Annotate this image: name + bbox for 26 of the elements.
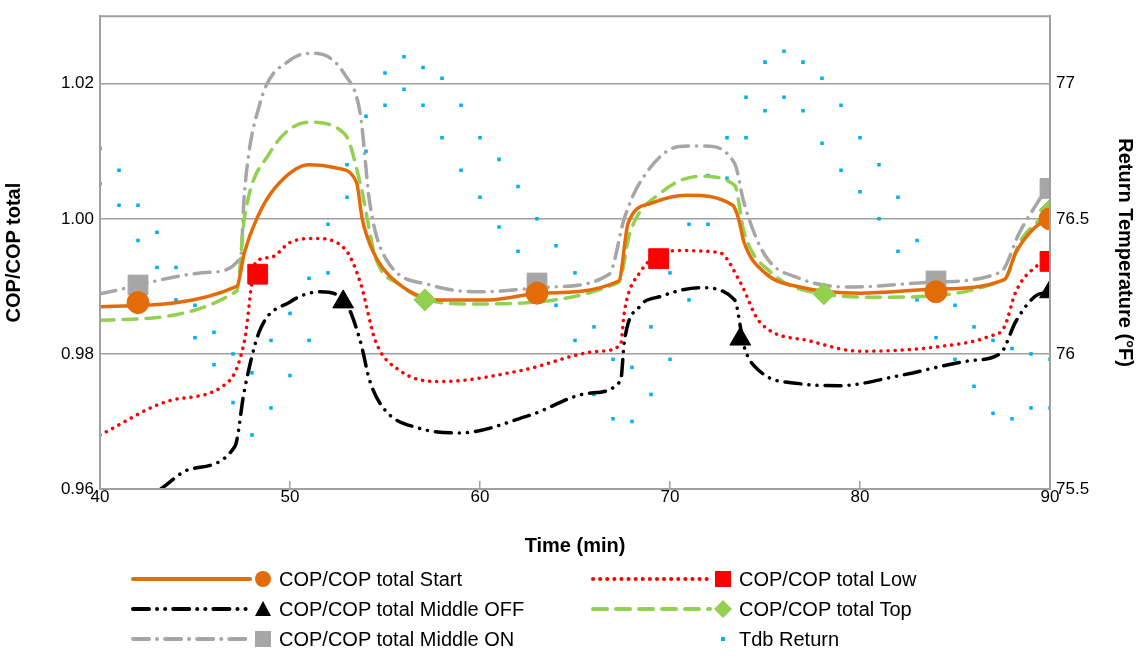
y2-axis-title: Return Temperature (°F) — [1115, 138, 1138, 367]
point — [413, 288, 437, 312]
point — [812, 282, 836, 306]
legend-label: COP/COP total Start — [279, 567, 463, 591]
x-tick-label: 60 — [470, 486, 490, 506]
y2-tick-label: 76.5 — [1056, 208, 1090, 228]
legend-label: COP/COP total Top — [739, 597, 912, 621]
y-tick-label: 1.00 — [60, 208, 94, 228]
point — [648, 248, 669, 270]
y-axis-title: COP/COP total — [1, 182, 24, 323]
y2-tick-label: 76 — [1056, 343, 1075, 363]
point — [247, 263, 269, 285]
y-tick-label: 0.98 — [60, 343, 94, 363]
point — [126, 291, 150, 315]
y-tick-label: 1.02 — [60, 73, 94, 93]
legend-label: COP/COP total Middle OFF — [279, 597, 525, 621]
x-tick-label: 70 — [660, 486, 680, 506]
x-tick-label: 50 — [280, 486, 300, 506]
x-tick-label: 80 — [850, 486, 870, 506]
point — [924, 280, 948, 304]
point — [525, 281, 549, 305]
legend-label: Tdb Return — [739, 627, 840, 651]
legend-label: COP/COP total Low — [739, 567, 917, 591]
y2-tick-label: 77 — [1056, 73, 1075, 93]
legend-label: COP/COP total Middle ON — [279, 627, 515, 651]
x-axis-title: Time (min) — [524, 533, 626, 556]
